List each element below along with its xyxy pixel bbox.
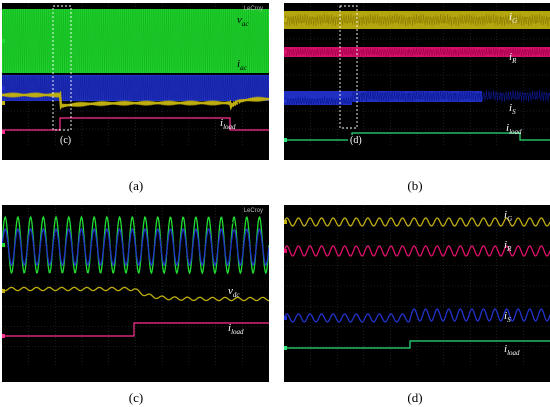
series-iload (2, 322, 269, 337)
channel-marker (284, 99, 287, 103)
series-vdc (2, 90, 269, 111)
series-iS (284, 89, 550, 106)
channel-marker (2, 130, 5, 134)
channel-marker (284, 138, 287, 142)
label-iS-b: iS (509, 102, 516, 117)
plot-b (284, 3, 550, 147)
label-iload-b: iload (506, 122, 522, 137)
scope-info-bar-d (284, 367, 550, 382)
label-vdc-c: vdc (228, 285, 240, 300)
label-iload-c: iload (228, 322, 244, 337)
channel-marker (284, 346, 287, 350)
caption-a: (a) (128, 178, 144, 193)
scope-screen-b: iG iR iS iload (d) (284, 3, 550, 160)
channel-marker (284, 18, 287, 22)
scope-screen-c: LeCroy vac iac vdc iload (2, 205, 269, 382)
series-vac (2, 8, 269, 74)
scope-info-bar-b (284, 147, 550, 160)
panel-c: LeCroy vac iac vdc iload (c) (0, 203, 275, 407)
plot-a (2, 3, 269, 147)
scope-screen-a: LeCroy vac iac vdc iload (c) (2, 3, 269, 160)
channel-marker (2, 101, 5, 105)
series-iload (284, 340, 550, 349)
label-iG-d: iG (504, 209, 513, 224)
label-iac-a: iac (237, 58, 247, 73)
panel-a: LeCroy vac iac vdc iload (c) (a) (0, 0, 275, 203)
channel-marker (2, 39, 5, 43)
zoom-box-b (339, 5, 358, 129)
plot-d (284, 205, 550, 367)
series-iG (284, 217, 550, 227)
channel-marker (2, 243, 5, 247)
series-iR (284, 245, 550, 257)
panel-d: iG iR iS iload (d) (275, 203, 550, 407)
caption-d: (d) (407, 390, 423, 405)
scope-info-bar-a (2, 147, 269, 160)
label-vac-a: vac (237, 14, 249, 29)
label-iG-b: iG (509, 11, 518, 26)
caption-c: (c) (128, 390, 144, 405)
series-iR (284, 47, 550, 57)
brand-label-a: LeCroy (243, 6, 263, 12)
channel-marker (2, 86, 5, 90)
zoom-box-a (52, 5, 72, 131)
label-iac-c: iac (228, 241, 238, 256)
channel-marker (284, 220, 287, 224)
channel-marker (284, 249, 287, 253)
label-iR-b: iR (509, 51, 517, 66)
series-iG (284, 13, 550, 27)
series-vdc (2, 286, 269, 302)
caption-b: (b) (407, 178, 423, 193)
series-iS (284, 308, 550, 323)
scope-screen-d: iG iR iS iload (284, 205, 550, 382)
brand-label-c: LeCroy (243, 208, 263, 214)
label-iS-d: iS (504, 310, 511, 325)
label-vdc-a: vdc (237, 98, 249, 113)
label-iload-a: iload (220, 117, 236, 132)
zoom-label-b: (d) (348, 135, 364, 146)
channel-marker (2, 334, 5, 338)
plot-c (2, 205, 269, 367)
label-iload-d: iload (504, 343, 520, 358)
panel-b: iG iR iS iload (d) (b) (275, 0, 550, 203)
channel-marker (284, 316, 287, 320)
scope-info-bar-c (2, 367, 269, 382)
channel-marker (2, 289, 5, 293)
series-iload (2, 117, 269, 131)
channel-marker (284, 50, 287, 54)
label-iR-d: iR (504, 239, 512, 254)
series-iac (2, 75, 269, 101)
series-iac (2, 227, 269, 267)
zoom-label-a: (c) (58, 135, 74, 146)
label-vac-c: vac (228, 218, 240, 233)
series-iload (284, 132, 550, 141)
